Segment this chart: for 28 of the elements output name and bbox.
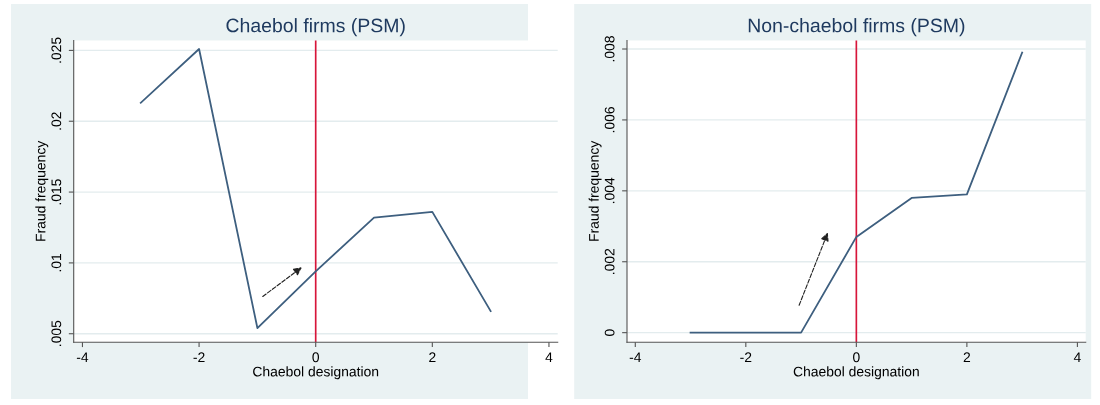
x-axis-title: Chaebol designation xyxy=(253,366,379,380)
x-tick-label: 0 xyxy=(853,352,860,363)
y-tick-label: .02 xyxy=(51,112,62,130)
y-tick-label: .008 xyxy=(604,36,615,62)
chart-title: Chaebol firms (PSM) xyxy=(226,18,405,37)
chart-title: Non-chaebol firms (PSM) xyxy=(748,18,965,37)
y-axis-title: Fraud frequency xyxy=(588,140,602,241)
y-tick-label: .002 xyxy=(604,248,615,274)
y-tick-label: .005 xyxy=(51,320,62,346)
x-tick-label: 2 xyxy=(429,352,436,363)
x-tick-label: -4 xyxy=(629,352,642,363)
y-tick-label: .015 xyxy=(51,179,62,205)
x-tick-label: 4 xyxy=(1073,352,1081,363)
y-tick-label: .004 xyxy=(604,177,615,204)
x-tick-label: 2 xyxy=(963,352,971,363)
line-series xyxy=(689,51,1024,334)
y-tick-label: .01 xyxy=(51,253,62,272)
x-tick-label: 0 xyxy=(312,352,320,363)
line-series xyxy=(139,48,492,329)
x-tick-label: -4 xyxy=(76,352,89,363)
x-tick-label: -2 xyxy=(193,352,205,363)
y-axis-title: Fraud frequency xyxy=(35,140,49,241)
y-tick-label: 0 xyxy=(604,329,615,336)
y-tick-label: .006 xyxy=(604,107,615,133)
x-tick-label: 4 xyxy=(545,352,553,363)
x-tick-label: -2 xyxy=(740,352,752,363)
y-tick-label: .025 xyxy=(51,37,62,63)
x-axis-title: Chaebol designation xyxy=(793,366,919,380)
